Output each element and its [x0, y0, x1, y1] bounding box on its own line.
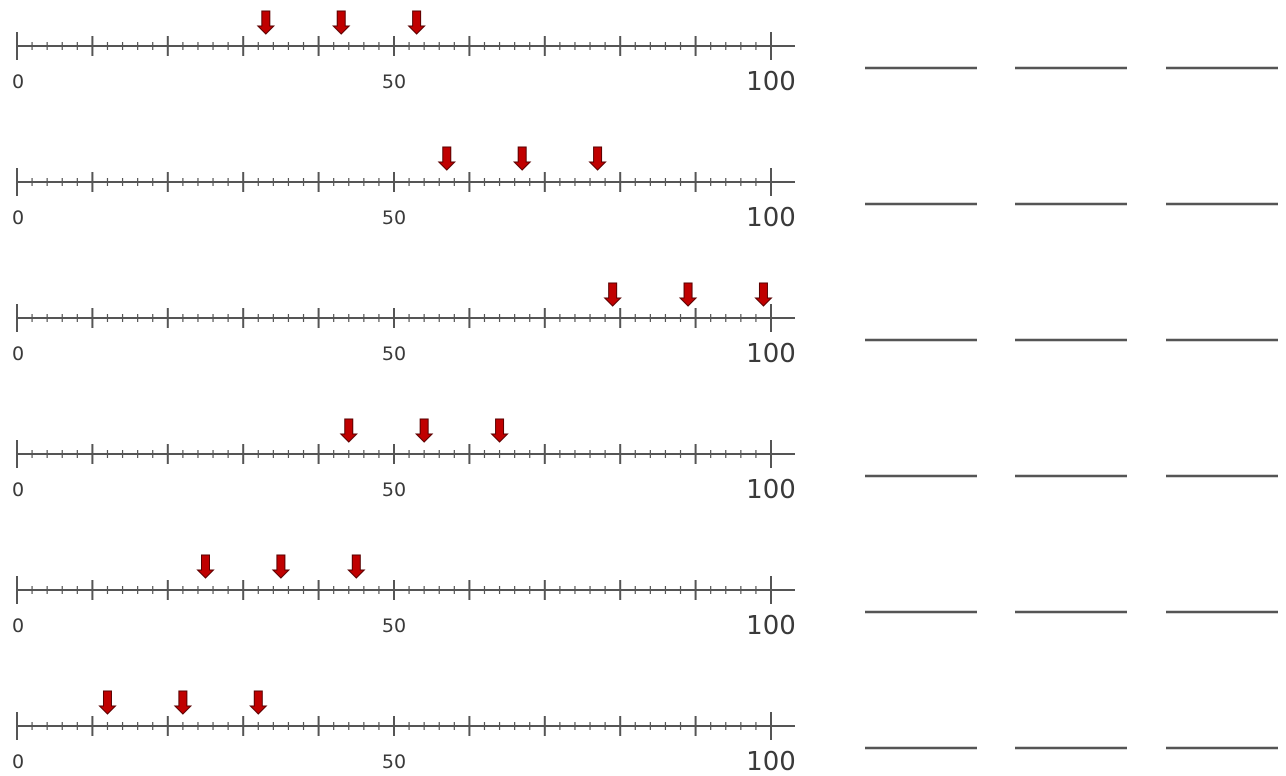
- tick-label-100: 100: [746, 475, 796, 505]
- number-line-row: 0 50 100: [12, 282, 1278, 369]
- down-arrow-icon: [332, 10, 351, 35]
- tick-label-50: 50: [382, 343, 406, 365]
- number-line-row: 0 50 100: [12, 146, 1278, 233]
- number-line-row: 0 50 100: [12, 554, 1278, 641]
- tick-label-0: 0: [12, 343, 24, 365]
- down-arrow-icon: [754, 282, 773, 307]
- number-line-row: 0 50 100: [12, 10, 1278, 97]
- tick-label-50: 50: [382, 71, 406, 93]
- tick-label-100: 100: [746, 747, 796, 776]
- tick-label-50: 50: [382, 615, 406, 637]
- down-arrow-icon: [414, 418, 434, 443]
- tick-label-100: 100: [746, 339, 796, 369]
- down-arrow-icon: [437, 146, 456, 171]
- down-arrow-icon: [490, 418, 509, 443]
- number-line-row: 0 50 100: [12, 418, 1278, 505]
- tick-label-0: 0: [12, 479, 24, 501]
- tick-label-100: 100: [746, 611, 796, 641]
- down-arrow-icon: [196, 554, 215, 579]
- down-arrow-icon: [407, 10, 426, 35]
- down-arrow-icon: [678, 282, 698, 307]
- down-arrow-icon: [603, 282, 622, 307]
- down-arrow-icon: [271, 554, 291, 579]
- tick-label-0: 0: [12, 71, 24, 93]
- down-arrow-icon: [347, 554, 366, 579]
- tick-label-50: 50: [382, 207, 406, 229]
- down-arrow-icon: [249, 690, 268, 715]
- down-arrow-icon: [173, 690, 193, 715]
- tick-label-50: 50: [382, 751, 406, 773]
- tick-label-0: 0: [12, 207, 24, 229]
- down-arrow-icon: [512, 146, 532, 171]
- tick-label-0: 0: [12, 615, 24, 637]
- tick-label-50: 50: [382, 479, 406, 501]
- down-arrow-icon: [588, 146, 607, 171]
- tick-label-0: 0: [12, 751, 24, 773]
- tick-label-100: 100: [746, 203, 796, 233]
- down-arrow-icon: [98, 690, 117, 715]
- down-arrow-icon: [256, 10, 276, 35]
- number-line-row: 0 50 100: [12, 690, 1278, 776]
- down-arrow-icon: [339, 418, 358, 443]
- tick-label-100: 100: [746, 67, 796, 97]
